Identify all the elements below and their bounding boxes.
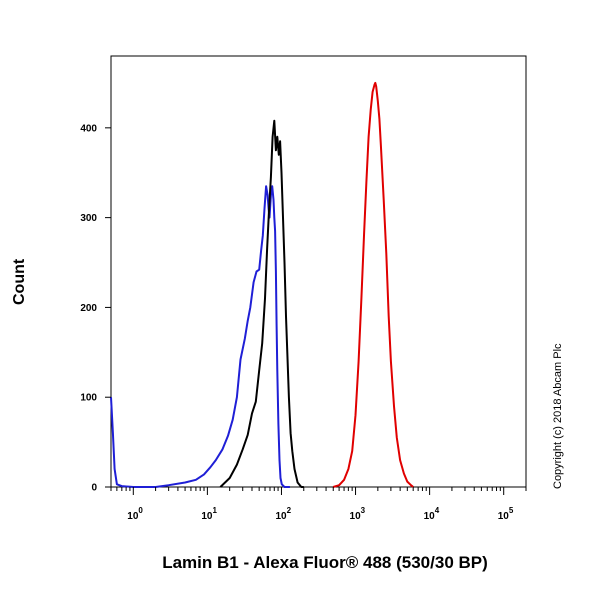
y-tick-label: 200 bbox=[80, 303, 97, 314]
y-tick-label: 0 bbox=[91, 483, 97, 494]
x-tick-label: 101 bbox=[201, 506, 217, 522]
x-tick-label: 104 bbox=[424, 506, 440, 522]
x-axis-label: Lamin B1 - Alexa Fluor® 488 (530/30 BP) bbox=[162, 553, 488, 572]
x-tick-label: 105 bbox=[498, 506, 514, 522]
x-tick-label: 103 bbox=[350, 506, 366, 522]
histogram-line-1 bbox=[219, 119, 304, 488]
x-tick-label: 102 bbox=[275, 506, 291, 522]
histogram-line-0 bbox=[110, 185, 290, 488]
y-tick-label: 100 bbox=[80, 393, 97, 404]
plot-area-frame bbox=[110, 55, 527, 488]
y-tick-label: 400 bbox=[80, 123, 97, 134]
y-axis-label-box: Count bbox=[2, 250, 34, 310]
y-axis-label: Count bbox=[11, 258, 28, 305]
histogram-line-2 bbox=[332, 81, 414, 488]
copyright-notice: Copyright (c) 2018 Abcam Plc bbox=[552, 343, 564, 489]
y-tick-label: 300 bbox=[80, 213, 97, 224]
x-tick-label: 100 bbox=[127, 506, 143, 522]
